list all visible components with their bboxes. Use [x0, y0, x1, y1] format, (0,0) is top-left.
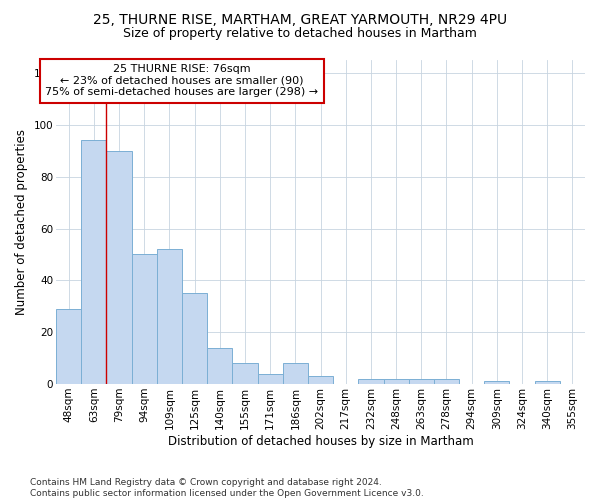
- Bar: [535, 382, 560, 384]
- Bar: [232, 364, 257, 384]
- Bar: [207, 348, 232, 384]
- X-axis label: Distribution of detached houses by size in Martham: Distribution of detached houses by size …: [167, 434, 473, 448]
- Bar: [383, 379, 409, 384]
- Bar: [308, 376, 333, 384]
- Bar: [182, 294, 207, 384]
- Bar: [56, 309, 81, 384]
- Bar: [131, 254, 157, 384]
- Bar: [157, 249, 182, 384]
- Bar: [257, 374, 283, 384]
- Y-axis label: Number of detached properties: Number of detached properties: [15, 129, 28, 315]
- Bar: [81, 140, 106, 384]
- Bar: [434, 379, 459, 384]
- Text: Contains HM Land Registry data © Crown copyright and database right 2024.
Contai: Contains HM Land Registry data © Crown c…: [30, 478, 424, 498]
- Text: 25 THURNE RISE: 76sqm
← 23% of detached houses are smaller (90)
75% of semi-deta: 25 THURNE RISE: 76sqm ← 23% of detached …: [46, 64, 319, 98]
- Bar: [358, 379, 383, 384]
- Text: Size of property relative to detached houses in Martham: Size of property relative to detached ho…: [123, 28, 477, 40]
- Bar: [484, 382, 509, 384]
- Bar: [409, 379, 434, 384]
- Text: 25, THURNE RISE, MARTHAM, GREAT YARMOUTH, NR29 4PU: 25, THURNE RISE, MARTHAM, GREAT YARMOUTH…: [93, 12, 507, 26]
- Bar: [283, 364, 308, 384]
- Bar: [106, 150, 131, 384]
